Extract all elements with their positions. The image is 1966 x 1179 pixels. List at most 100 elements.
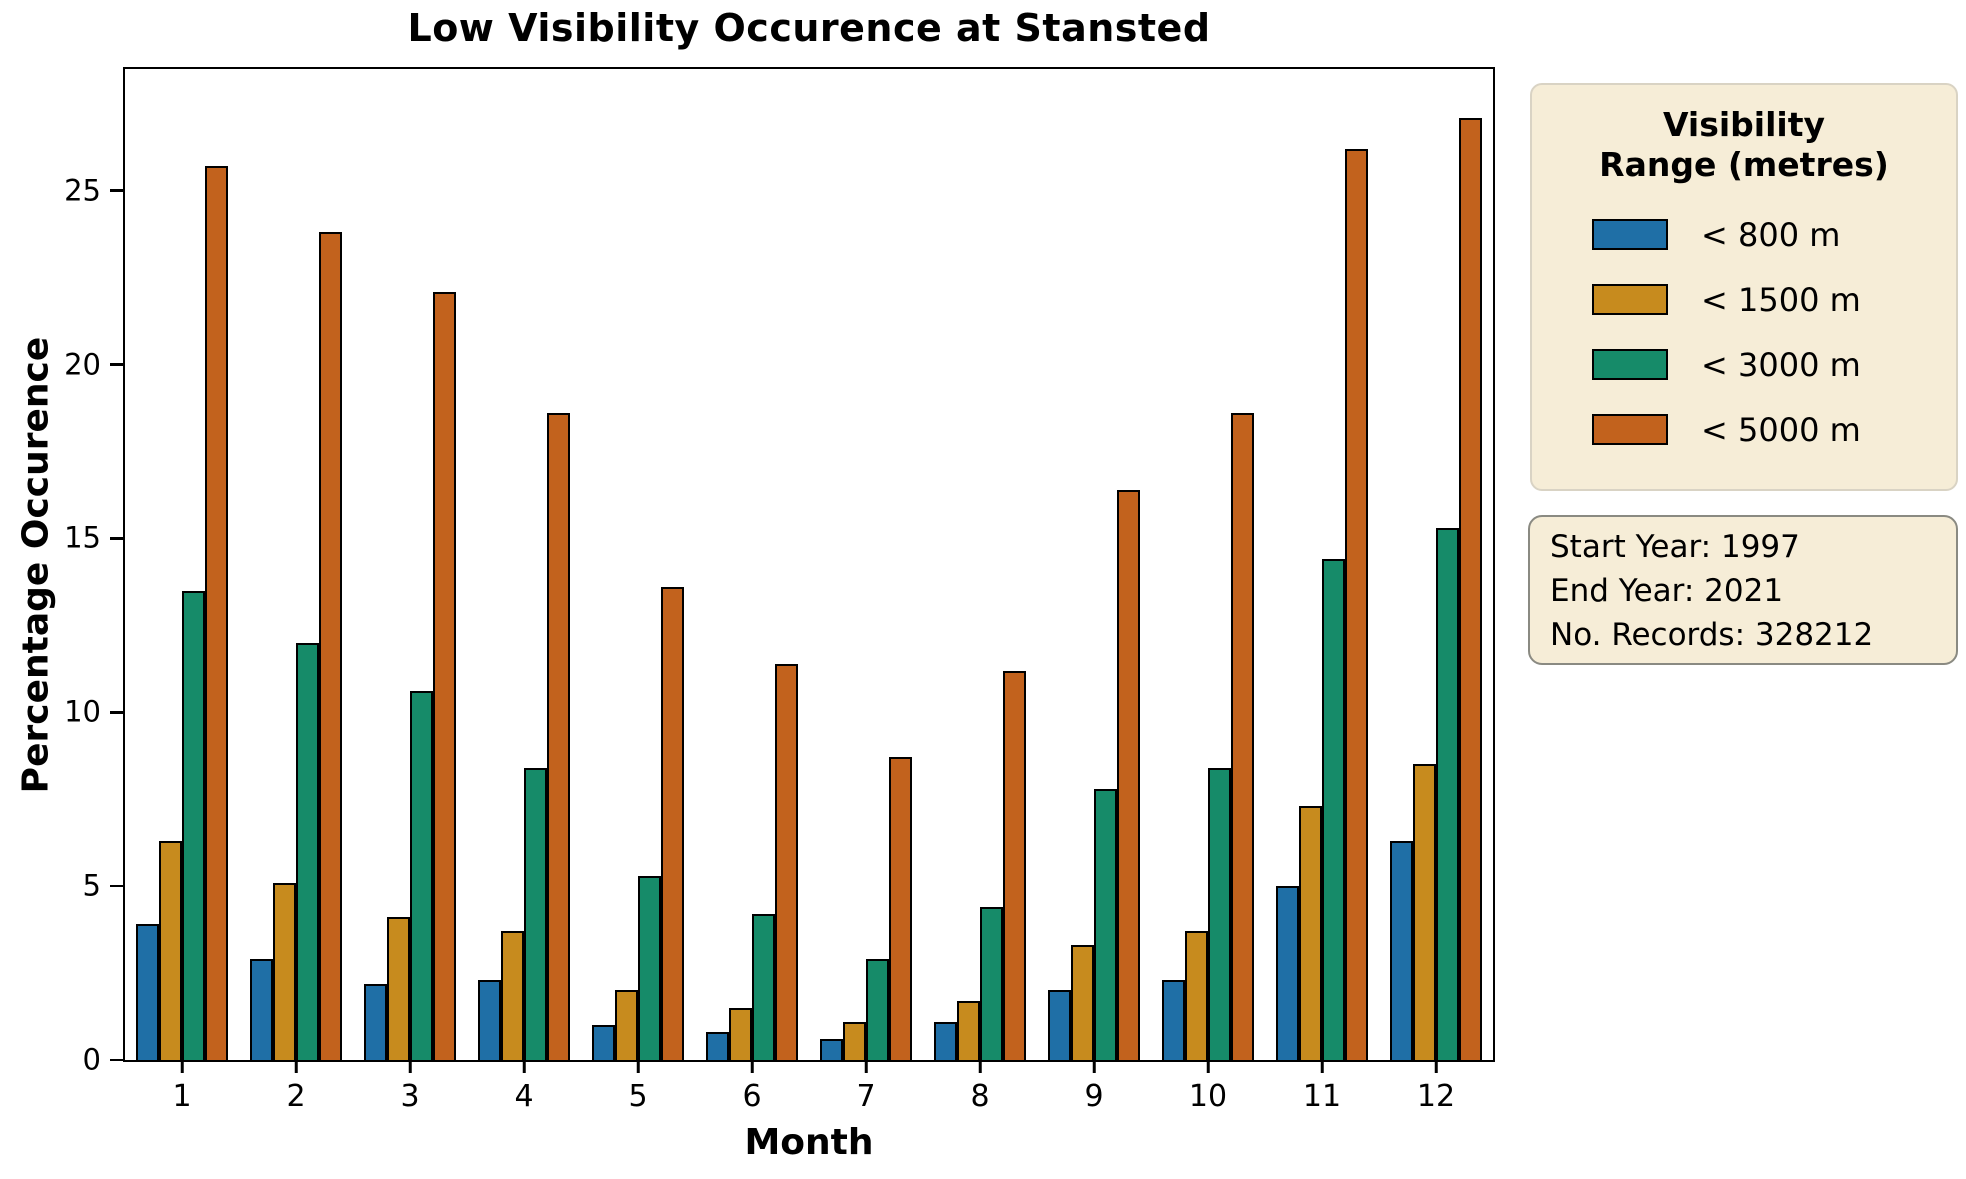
bar-month5-3000m bbox=[638, 875, 661, 1060]
bar-month7-3000m bbox=[866, 959, 889, 1060]
legend-swatch-icon bbox=[1592, 349, 1668, 381]
x-tick-mark-4 bbox=[522, 1060, 526, 1073]
y-tick-label-20: 20 bbox=[64, 347, 101, 382]
chart-title: Low Visibility Occurence at Stansted bbox=[407, 6, 1211, 50]
bar-group-month-12 bbox=[1379, 69, 1493, 1060]
legend-entry-5000m: < 5000 m bbox=[1532, 397, 1956, 462]
info-box-line-1: Start Year: 1997 bbox=[1550, 529, 1800, 565]
bar-month2-3000m bbox=[296, 642, 319, 1060]
bar-group-month-10 bbox=[1151, 69, 1265, 1060]
bar-group-month-7 bbox=[809, 69, 923, 1060]
legend-swatch-icon bbox=[1592, 219, 1668, 251]
bar-month8-1500m bbox=[957, 1000, 980, 1060]
bar-month6-800m bbox=[706, 1032, 729, 1060]
info-box-line-2: End Year: 2021 bbox=[1550, 573, 1784, 609]
legend-box: Visibility Range (metres) < 800 m < 1500 … bbox=[1530, 83, 1958, 491]
y-tick-mark-5 bbox=[110, 884, 123, 888]
legend-swatch-icon bbox=[1592, 284, 1668, 316]
bar-month10-5000m bbox=[1231, 413, 1254, 1060]
legend-entry-800m: < 800 m bbox=[1532, 202, 1956, 267]
plot-area: 0 5 10 15 20 25 1 2 3 4 5 6 7 8 9 10 11 12 bbox=[64, 67, 1495, 1112]
legend-entry-1500m: < 1500 m bbox=[1532, 267, 1956, 332]
bar-month6-1500m bbox=[729, 1007, 752, 1060]
x-tick-mark-11 bbox=[1320, 1060, 1324, 1073]
bar-month4-1500m bbox=[501, 931, 524, 1060]
bar-month1-800m bbox=[136, 924, 159, 1060]
legend-title-line1: Visibility bbox=[1662, 105, 1826, 144]
x-tick-label-3: 3 bbox=[400, 1079, 420, 1114]
bar-month11-5000m bbox=[1345, 148, 1368, 1060]
x-tick-label-12: 12 bbox=[1416, 1079, 1456, 1114]
bar-month4-800m bbox=[478, 980, 501, 1060]
bar-group-month-6 bbox=[695, 69, 809, 1060]
x-tick-label-6: 6 bbox=[742, 1079, 762, 1114]
bar-month10-1500m bbox=[1185, 931, 1208, 1060]
legend-swatch-icon bbox=[1592, 414, 1668, 446]
bar-month3-1500m bbox=[387, 917, 410, 1060]
bar-month3-3000m bbox=[410, 691, 433, 1060]
legend-entry-3000m: < 3000 m bbox=[1532, 332, 1956, 397]
x-tick-mark-1 bbox=[180, 1060, 184, 1073]
x-tick-label-5: 5 bbox=[628, 1079, 648, 1114]
bar-month8-5000m bbox=[1003, 670, 1026, 1060]
bar-month9-1500m bbox=[1071, 945, 1094, 1060]
bar-month3-800m bbox=[364, 983, 387, 1060]
y-tick-label-0: 0 bbox=[82, 1042, 101, 1077]
y-axis-label: Percentage Occurence bbox=[15, 336, 57, 794]
bar-month4-5000m bbox=[547, 413, 570, 1060]
bar-group-month-5 bbox=[581, 69, 695, 1060]
x-tick-mark-2 bbox=[294, 1060, 298, 1073]
bar-month8-800m bbox=[934, 1021, 957, 1060]
legend-entry-label: < 5000 m bbox=[1701, 410, 1861, 449]
bar-group-month-3 bbox=[353, 69, 467, 1060]
x-tick-label-4: 4 bbox=[514, 1079, 534, 1114]
bar-month1-5000m bbox=[205, 166, 228, 1060]
bar-month9-5000m bbox=[1117, 489, 1140, 1060]
bar-month7-1500m bbox=[843, 1021, 866, 1060]
bar-group-month-2 bbox=[239, 69, 353, 1060]
bar-month7-800m bbox=[820, 1039, 843, 1060]
bar-group-month-11 bbox=[1265, 69, 1379, 1060]
legend-title: Visibility Range (metres) bbox=[1532, 105, 1956, 184]
x-axis-label: Month bbox=[744, 1122, 874, 1163]
bar-month6-5000m bbox=[775, 663, 798, 1060]
x-tick-mark-3 bbox=[408, 1060, 412, 1073]
bar-month5-5000m bbox=[661, 587, 684, 1060]
bar-month8-3000m bbox=[980, 907, 1003, 1060]
x-tick-label-1: 1 bbox=[172, 1079, 192, 1114]
x-tick-label-8: 8 bbox=[970, 1079, 990, 1114]
bar-month12-1500m bbox=[1413, 764, 1436, 1060]
bar-month1-3000m bbox=[182, 590, 205, 1060]
legend-entry-label: < 800 m bbox=[1701, 215, 1841, 254]
x-tick-label-7: 7 bbox=[856, 1079, 876, 1114]
y-tick-mark-25 bbox=[110, 189, 123, 192]
x-tick-label-11: 11 bbox=[1302, 1079, 1342, 1114]
legend-entries: < 800 m < 1500 m < 3000 m < 5000 m bbox=[1532, 202, 1956, 462]
bar-groups-container bbox=[125, 69, 1493, 1060]
x-tick-mark-12 bbox=[1434, 1060, 1438, 1073]
y-tick-mark-15 bbox=[110, 537, 123, 540]
x-tick-label-10: 10 bbox=[1188, 1079, 1228, 1114]
info-box-line-3: No. Records: 328212 bbox=[1550, 617, 1874, 653]
bar-group-month-1 bbox=[125, 69, 239, 1060]
y-tick-mark-20 bbox=[110, 363, 123, 366]
bar-month7-5000m bbox=[889, 757, 912, 1060]
bar-month11-800m bbox=[1276, 886, 1299, 1060]
bar-month10-800m bbox=[1162, 980, 1185, 1060]
bar-month6-3000m bbox=[752, 913, 775, 1060]
y-tick-mark-0 bbox=[110, 1058, 123, 1062]
x-tick-label-9: 9 bbox=[1084, 1079, 1104, 1114]
y-tick-label-15: 15 bbox=[64, 520, 101, 555]
x-tick-mark-10 bbox=[1206, 1060, 1210, 1073]
bar-month9-800m bbox=[1048, 990, 1071, 1060]
bar-month2-1500m bbox=[273, 882, 296, 1060]
bar-month2-800m bbox=[250, 959, 273, 1060]
x-tick-mark-5 bbox=[636, 1060, 640, 1073]
bar-month3-5000m bbox=[433, 291, 456, 1060]
x-tick-mark-9 bbox=[1092, 1060, 1096, 1073]
bar-month11-1500m bbox=[1299, 806, 1322, 1060]
bar-group-month-4 bbox=[467, 69, 581, 1060]
bar-group-month-8 bbox=[923, 69, 1037, 1060]
y-tick-mark-10 bbox=[110, 711, 123, 714]
bar-month2-5000m bbox=[319, 232, 342, 1060]
